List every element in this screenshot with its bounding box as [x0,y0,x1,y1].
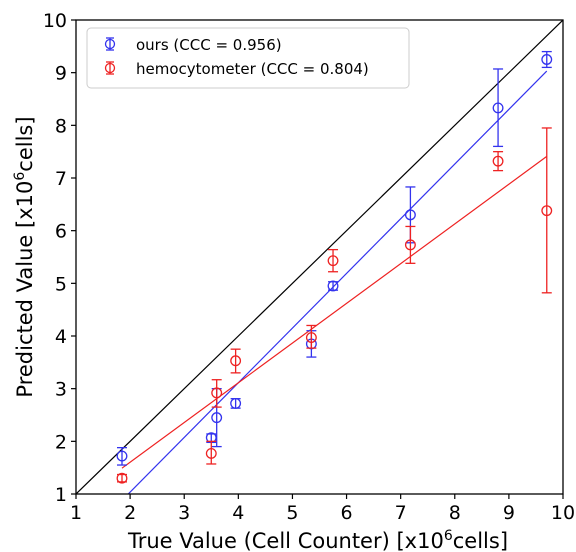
y-tick-label-7: 8 [55,115,67,137]
x-tick-label-0: 1 [70,502,82,524]
plot-frame [75,19,564,495]
y-tick-label-6: 7 [55,168,67,190]
data-point-series-0-8 [541,50,553,69]
point-marker [116,472,128,484]
x-tick-label-3: 4 [232,502,244,524]
y-tick-label-2: 3 [55,379,67,401]
identity-line [76,20,563,494]
point-marker [211,412,223,424]
x-tick-label-6: 7 [395,502,407,524]
plot-area [76,20,563,494]
y-tick-label-1: 2 [55,431,67,453]
point-marker [205,447,217,459]
data-point-series-1-3 [230,348,242,374]
legend-marker-ours [104,37,116,51]
point-marker [305,332,317,344]
data-point-series-1-5 [327,248,339,273]
point-marker [404,209,416,221]
point-marker [230,355,242,367]
point-marker [404,239,416,251]
fit-line-series-1 [121,155,548,469]
x-tick-label-4: 5 [286,502,298,524]
x-tick-label-1: 2 [124,502,136,524]
x-tick-label-8: 9 [503,502,515,524]
y-tick-label-9: 10 [43,10,67,32]
point-marker [230,397,242,409]
data-point-series-0-7 [492,68,504,148]
x-axis-label: True Value (Cell Counter) [x106cells] [127,528,508,552]
fit-line-series-0 [127,70,548,494]
data-point-series-0-0 [116,447,128,466]
point-marker [541,205,553,217]
data-point-series-0-5 [327,280,339,292]
y-axis-label: Predicted Value [x106cells] [12,116,37,397]
legend: ours (CCC = 0.956) hemocytometer (CCC = … [86,27,410,89]
legend-label-hemocytometer: hemocytometer (CCC = 0.804) [136,60,369,78]
point-marker [327,280,339,292]
legend-marker-hemocytometer [104,61,116,75]
data-point-series-1-0 [116,472,128,484]
legend-label-ours: ours (CCC = 0.956) [136,36,282,54]
y-tick-label-8: 9 [55,63,67,85]
x-tick-label-7: 8 [449,502,461,524]
data-point-series-1-8 [541,127,553,294]
data-point-series-1-4 [305,324,317,349]
y-tick-label-5: 6 [55,221,67,243]
point-marker [116,450,128,462]
plot-content [76,20,563,494]
x-tick-label-9: 10 [551,502,575,524]
axis-ticks: 1 2 3 4 5 6 7 8 9 10 1 2 3 4 5 6 7 8 9 10 [43,10,575,524]
y-tick-label-4: 5 [55,273,67,295]
point-marker [211,387,223,399]
y-tick-label-3: 4 [55,326,67,348]
data-point-series-1-1 [205,440,217,465]
data-point-series-0-3 [230,397,242,409]
x-tick-label-5: 6 [341,502,353,524]
data-point-series-1-7 [492,151,504,172]
y-tick-label-0: 1 [55,484,67,506]
point-marker [327,255,339,267]
legend-box [86,27,410,89]
data-point-series-1-6 [404,225,416,264]
data-point-series-1-2 [211,379,223,408]
point-marker [492,102,504,114]
point-marker [492,155,504,167]
x-tick-label-2: 3 [178,502,190,524]
point-marker [541,54,553,65]
